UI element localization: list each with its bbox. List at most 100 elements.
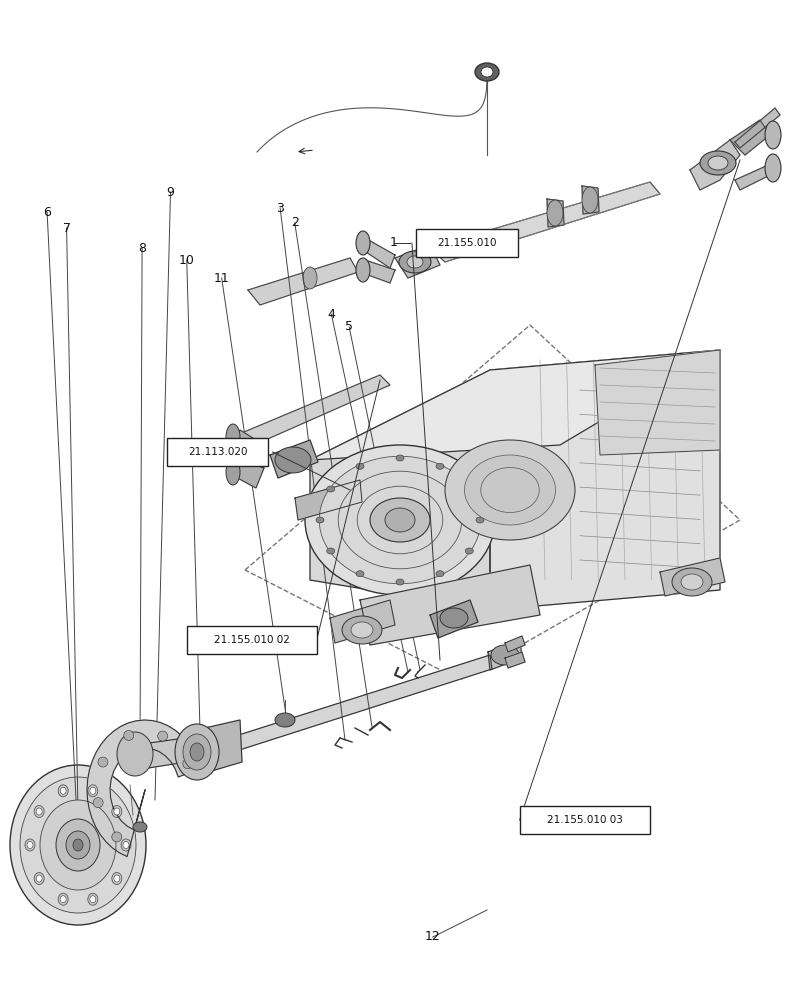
Ellipse shape	[396, 579, 404, 585]
Ellipse shape	[275, 447, 311, 473]
Polygon shape	[689, 140, 739, 190]
Text: 21.155.010 03: 21.155.010 03	[546, 815, 622, 825]
Ellipse shape	[114, 875, 120, 882]
Text: 21.155.010: 21.155.010	[436, 238, 496, 248]
Polygon shape	[547, 199, 564, 227]
Ellipse shape	[326, 548, 334, 554]
Ellipse shape	[36, 875, 42, 882]
Ellipse shape	[465, 486, 473, 492]
Ellipse shape	[341, 616, 381, 644]
Bar	[415, 229, 517, 257]
Polygon shape	[87, 720, 200, 857]
Ellipse shape	[436, 463, 444, 469]
Ellipse shape	[436, 571, 444, 577]
Ellipse shape	[764, 121, 780, 149]
Ellipse shape	[338, 471, 461, 569]
Ellipse shape	[707, 156, 727, 170]
Ellipse shape	[56, 819, 100, 871]
Polygon shape	[734, 162, 779, 190]
Polygon shape	[195, 720, 242, 775]
Polygon shape	[430, 600, 478, 638]
Text: 21.113.020: 21.113.020	[187, 447, 247, 457]
Bar	[167, 438, 268, 466]
Text: 10: 10	[178, 253, 195, 266]
Ellipse shape	[225, 459, 240, 485]
Ellipse shape	[58, 785, 68, 797]
Ellipse shape	[547, 200, 562, 226]
Polygon shape	[659, 558, 724, 596]
Ellipse shape	[680, 574, 702, 590]
Ellipse shape	[474, 63, 499, 81]
Polygon shape	[504, 636, 525, 652]
Polygon shape	[198, 655, 491, 762]
Ellipse shape	[40, 800, 116, 890]
Ellipse shape	[90, 787, 96, 794]
Ellipse shape	[355, 571, 363, 577]
Ellipse shape	[36, 808, 42, 815]
Polygon shape	[232, 430, 264, 462]
Ellipse shape	[114, 808, 120, 815]
Ellipse shape	[182, 759, 192, 769]
Ellipse shape	[133, 822, 147, 832]
Ellipse shape	[20, 777, 135, 913]
Ellipse shape	[182, 734, 211, 770]
Ellipse shape	[396, 455, 404, 461]
Polygon shape	[135, 738, 186, 770]
Ellipse shape	[480, 468, 539, 512]
Ellipse shape	[355, 258, 370, 282]
Ellipse shape	[73, 839, 83, 851]
Ellipse shape	[93, 798, 103, 808]
Polygon shape	[243, 375, 389, 445]
Polygon shape	[232, 460, 264, 488]
Ellipse shape	[60, 787, 66, 794]
Text: 11: 11	[213, 271, 230, 284]
Ellipse shape	[34, 805, 44, 817]
Ellipse shape	[112, 805, 122, 817]
Ellipse shape	[88, 785, 97, 797]
Ellipse shape	[66, 831, 90, 859]
Ellipse shape	[225, 424, 240, 450]
Ellipse shape	[123, 730, 134, 740]
Ellipse shape	[190, 743, 204, 761]
Polygon shape	[489, 350, 719, 610]
Text: 12: 12	[424, 930, 440, 944]
Text: 3: 3	[276, 202, 284, 215]
Ellipse shape	[112, 873, 122, 885]
Text: 2: 2	[290, 217, 298, 230]
Ellipse shape	[122, 842, 129, 848]
Ellipse shape	[480, 67, 492, 77]
Polygon shape	[394, 245, 440, 278]
Ellipse shape	[491, 645, 518, 665]
Text: 21.155.010 02: 21.155.010 02	[213, 635, 290, 645]
Ellipse shape	[764, 154, 780, 182]
Ellipse shape	[34, 873, 44, 885]
Ellipse shape	[10, 765, 146, 925]
Ellipse shape	[60, 896, 66, 903]
Polygon shape	[359, 238, 394, 268]
Ellipse shape	[672, 568, 711, 596]
Polygon shape	[270, 440, 318, 478]
Ellipse shape	[581, 187, 597, 213]
Ellipse shape	[465, 548, 473, 554]
Polygon shape	[359, 565, 539, 645]
Text: 7: 7	[62, 222, 71, 234]
Ellipse shape	[305, 445, 495, 595]
Ellipse shape	[319, 456, 480, 584]
Polygon shape	[294, 480, 362, 520]
Ellipse shape	[355, 463, 363, 469]
Text: 9: 9	[166, 186, 174, 198]
Ellipse shape	[27, 842, 33, 848]
Text: 6: 6	[43, 206, 51, 219]
Ellipse shape	[464, 455, 555, 525]
Polygon shape	[310, 350, 719, 460]
Ellipse shape	[699, 151, 735, 175]
Polygon shape	[487, 640, 521, 670]
Ellipse shape	[350, 622, 372, 638]
Ellipse shape	[440, 608, 467, 628]
Polygon shape	[504, 652, 525, 668]
Polygon shape	[581, 186, 599, 214]
Text: 1: 1	[389, 236, 397, 249]
Ellipse shape	[475, 517, 483, 523]
Ellipse shape	[121, 839, 131, 851]
Ellipse shape	[357, 486, 442, 554]
